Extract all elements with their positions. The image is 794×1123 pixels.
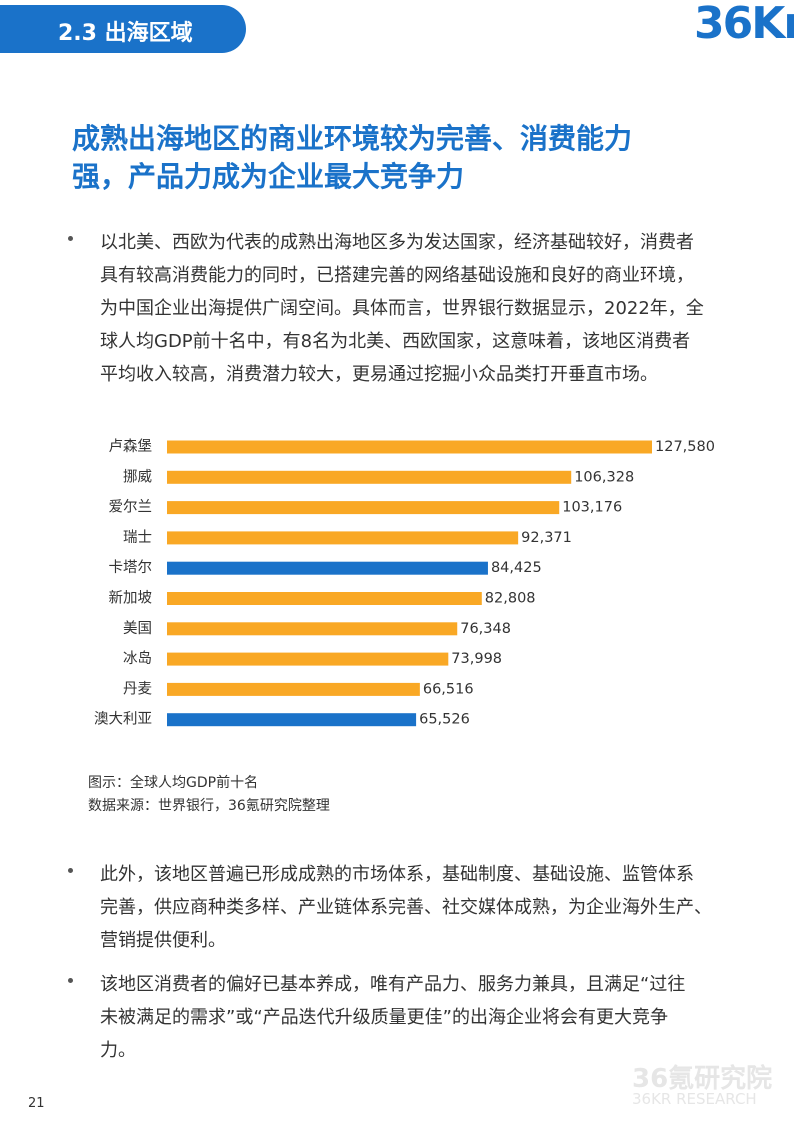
value-label: 65,526: [419, 712, 470, 728]
bar: [167, 622, 458, 636]
value-label: 92,371: [521, 530, 572, 546]
caption: 图示：全球人均GDP前十名: [88, 775, 259, 791]
value-label: 127,580: [655, 439, 715, 455]
category-label: 爱尔兰: [109, 499, 153, 516]
paragraph-line: 营销提供便利。: [100, 930, 226, 951]
page-number: 21: [28, 1096, 45, 1111]
value-label: 106,328: [574, 469, 634, 485]
paragraph-line: 力。: [100, 1040, 136, 1061]
bar: [167, 531, 519, 545]
paragraph-line: 具有较高消费能力的同时，已搭建完善的网络基础设施和良好的商业环境，: [100, 265, 694, 286]
paragraph-line: 球人均GDP前十名中，有8名为北美、西欧国家，这意味着，该地区消费者: [100, 331, 691, 352]
value-label: 76,348: [460, 621, 511, 637]
bullet: [68, 978, 73, 983]
bar: [167, 592, 482, 605]
category-label: 卢森堡: [109, 438, 153, 455]
watermark: 36KR RESEARCH: [632, 1090, 757, 1108]
bullet: [68, 868, 73, 873]
value-label: 84,425: [491, 560, 542, 576]
value-label: 73,998: [451, 651, 502, 667]
title-line: 成熟出海地区的商业环境较为完善、消费能力: [72, 122, 633, 155]
bar: [167, 682, 420, 696]
bar: [167, 652, 449, 666]
header-bar: [0, 5, 246, 53]
category-label: 新加坡: [109, 590, 153, 607]
caption: 数据来源：世界银行，36氪研究院整理: [88, 798, 330, 814]
category-label: 澳大利亚: [94, 711, 152, 728]
category-label: 瑞士: [123, 529, 152, 546]
chart: 卢森堡 127,580 挪威 106,328 爱尔兰 103,176 瑞士 92,371 卡塔尔…: [94, 438, 715, 728]
category-label: 冰岛: [123, 650, 152, 667]
section-title: 2.3 出海区域: [58, 21, 193, 46]
paragraph-line: 完善，供应商种类多样、产业链体系完善、社交媒体成熟，为企业海外生产、: [100, 897, 712, 918]
paragraph-line: 此外，该地区普遍已形成成熟的市场体系，基础制度、基础设施、监管体系: [100, 864, 694, 885]
paragraph-line: 以北美、西欧为代表的成熟出海地区多为发达国家，经济基础较好，消费者: [100, 232, 694, 253]
paragraph-line: 该地区消费者的偏好已基本养成，唯有产品力、服务力兼具，且满足“过往: [100, 974, 686, 995]
value-label: 103,176: [562, 500, 622, 516]
paragraph-line: 未被满足的需求”或“产品迭代升级质量更佳”的出海企业将会有更大竞争: [100, 1007, 668, 1028]
bullet: [68, 236, 73, 241]
bar: [167, 713, 417, 727]
watermark: 36氪研究院: [632, 1064, 773, 1094]
category-label: 挪威: [123, 468, 152, 485]
paragraph-line: 为中国企业出海提供广阔空间。具体而言，世界银行数据显示，2022年，全: [100, 298, 704, 319]
category-label: 卡塔尔: [109, 559, 153, 576]
category-label: 美国: [123, 620, 152, 637]
logo: 36Kr: [694, 0, 794, 49]
bar: [167, 501, 560, 515]
title-line: 强，产品力成为企业最大竞争力: [72, 160, 465, 193]
value-label: 82,808: [485, 591, 536, 607]
bar: [167, 470, 572, 484]
bar: [167, 440, 652, 454]
value-label: 66,516: [423, 681, 474, 697]
bar: [167, 561, 488, 575]
paragraph-line: 平均收入较高，消费潜力较大，更易通过挖掘小众品类打开垂直市场。: [100, 364, 658, 385]
category-label: 丹麦: [123, 680, 152, 697]
